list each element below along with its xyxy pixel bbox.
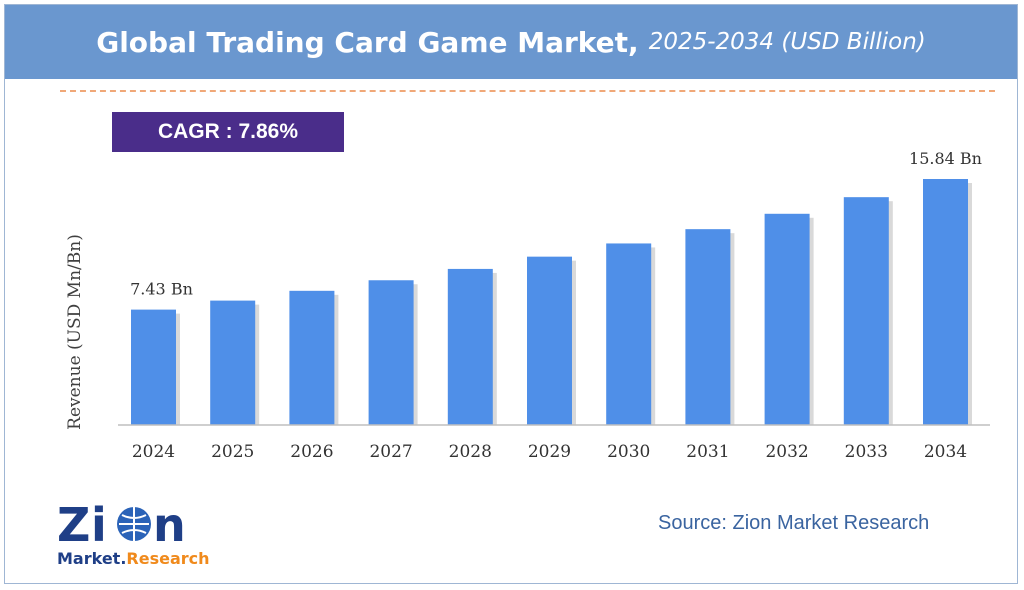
- x-tick-label: 2032: [765, 442, 808, 462]
- data-label-first: 7.43 Bn: [130, 280, 193, 299]
- x-tick-label: 2030: [607, 442, 650, 462]
- zion-logo: Z i n Market.Research: [57, 498, 210, 568]
- y-axis-label: Revenue (USD Mn/Bn): [65, 234, 85, 430]
- x-tick-label: 2025: [211, 442, 254, 462]
- bar-2029: [527, 256, 572, 425]
- bar-2031: [685, 229, 731, 425]
- cagr-badge: CAGR : 7.86%: [112, 112, 344, 152]
- x-tick-label: 2034: [924, 442, 967, 462]
- bar-2034: [923, 179, 968, 425]
- source-note: Source: Zion Market Research: [658, 512, 930, 534]
- bar-2030: [606, 243, 652, 425]
- x-tick-label: 2031: [686, 442, 729, 462]
- title-banner: Global Trading Card Game Market, 2025-20…: [5, 5, 1017, 79]
- x-tick-label: 2024: [132, 442, 175, 462]
- logo-subtext: Market.Research: [57, 549, 210, 568]
- bar-2028: [447, 268, 493, 425]
- bar-2026: [289, 290, 335, 425]
- x-tick-label: 2033: [845, 442, 888, 462]
- bar-2027: [368, 280, 414, 425]
- bar-2025: [210, 300, 256, 425]
- divider: [60, 90, 995, 92]
- bar-2024: [131, 309, 176, 425]
- svg-text:n: n: [153, 498, 186, 552]
- bar-2032: [764, 213, 810, 425]
- bar-2033: [843, 197, 889, 425]
- x-tick-label: 2026: [290, 442, 333, 462]
- x-tick-label: 2028: [449, 442, 492, 462]
- data-label-last: 15.84 Bn: [909, 149, 982, 168]
- x-tick-label: 2027: [369, 442, 412, 462]
- chart-subtitle: 2025-2034 (USD Billion): [648, 29, 926, 55]
- svg-text:i: i: [91, 498, 107, 552]
- x-tick-label: 2029: [528, 442, 571, 462]
- svg-text:Z: Z: [57, 498, 90, 552]
- chart-title: Global Trading Card Game Market,: [96, 25, 639, 59]
